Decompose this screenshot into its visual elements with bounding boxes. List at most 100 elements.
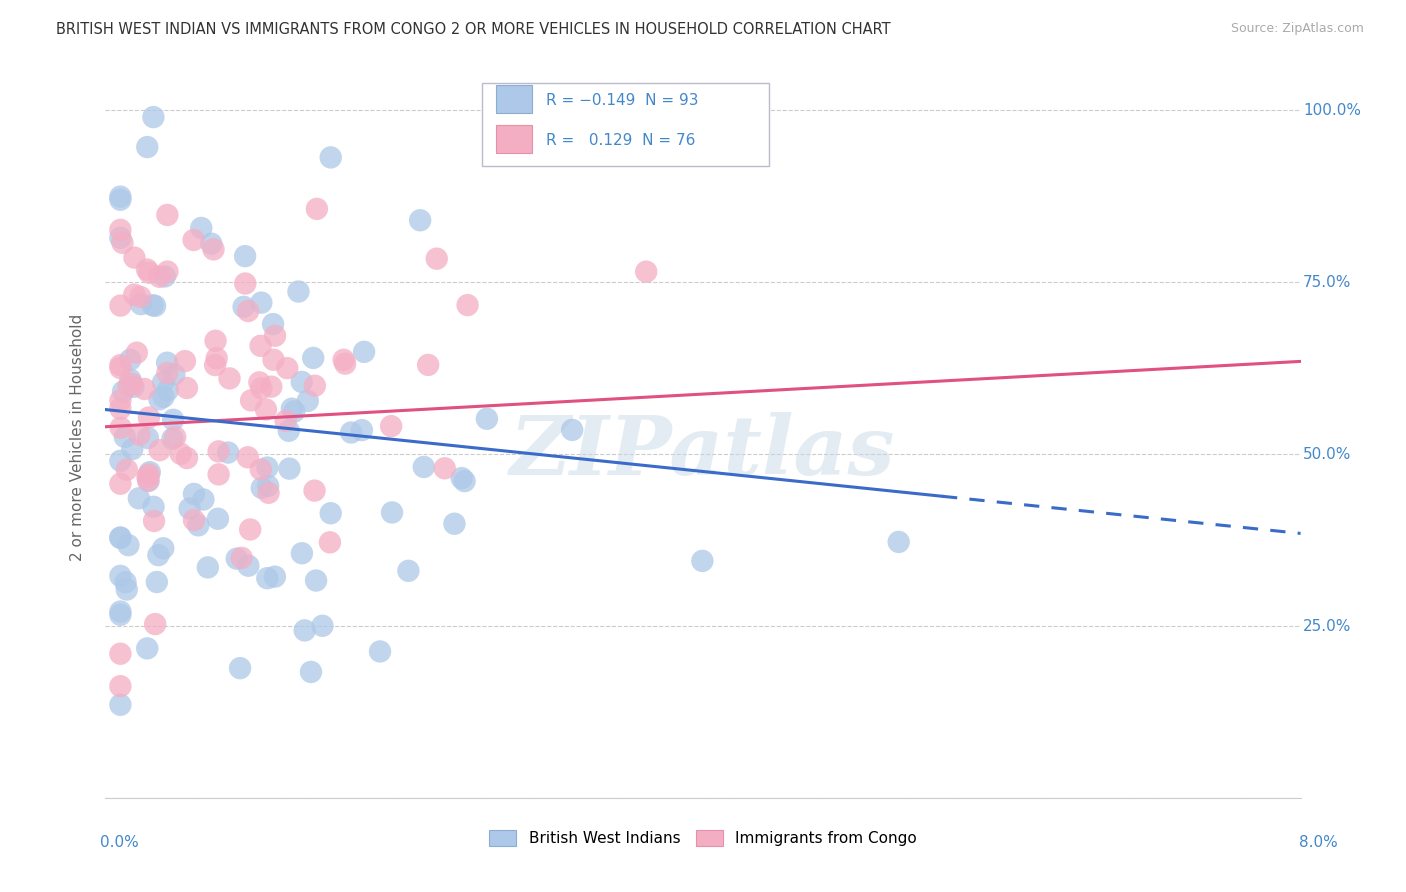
Text: 8.0%: 8.0%: [1299, 836, 1339, 850]
Text: 100.0%: 100.0%: [1303, 103, 1361, 118]
Point: [236, 304, 259, 318]
Point: [207, 512, 229, 526]
Point: [225, 551, 247, 566]
Point: [110, 679, 132, 693]
Point: [350, 423, 373, 437]
Point: [121, 442, 143, 456]
Point: [120, 352, 142, 367]
Point: [115, 462, 138, 476]
Point: [143, 617, 166, 632]
Point: [174, 354, 197, 368]
Point: [129, 297, 152, 311]
Point: [453, 474, 475, 488]
Point: [274, 414, 297, 428]
Point: [165, 430, 187, 444]
Point: [110, 421, 132, 435]
Point: [111, 235, 134, 250]
Point: [231, 550, 253, 565]
Point: [110, 393, 132, 408]
Point: [207, 444, 229, 458]
Point: [200, 236, 222, 251]
Point: [426, 252, 449, 266]
Point: [110, 476, 132, 491]
Point: [263, 569, 285, 583]
Text: 25.0%: 25.0%: [1303, 619, 1351, 634]
Point: [304, 378, 326, 392]
Point: [249, 462, 271, 476]
Point: [110, 531, 132, 545]
Point: [250, 295, 273, 310]
Point: [143, 514, 166, 528]
Point: [138, 474, 160, 488]
Point: [291, 375, 314, 389]
Point: [218, 371, 240, 385]
Text: 50.0%: 50.0%: [1303, 447, 1351, 462]
Point: [110, 189, 132, 203]
Point: [302, 351, 325, 365]
Point: [110, 299, 132, 313]
Point: [264, 328, 287, 343]
Point: [887, 535, 910, 549]
Point: [156, 384, 179, 398]
Point: [319, 150, 342, 164]
Point: [202, 243, 225, 257]
Point: [118, 379, 141, 393]
Point: [197, 560, 219, 574]
Text: ZIPatlas: ZIPatlas: [510, 411, 896, 491]
Point: [136, 474, 159, 488]
Point: [319, 535, 342, 549]
Point: [319, 506, 342, 520]
Point: [129, 290, 152, 304]
Point: [291, 546, 314, 560]
Point: [190, 221, 212, 235]
Point: [136, 262, 159, 277]
Point: [263, 352, 285, 367]
Point: [368, 644, 391, 658]
Point: [115, 582, 138, 597]
Point: [143, 299, 166, 313]
Point: [183, 233, 205, 247]
Point: [256, 571, 278, 585]
Point: [183, 487, 205, 501]
Point: [156, 208, 179, 222]
Point: [183, 513, 205, 527]
Bar: [496, 86, 531, 113]
Point: [276, 361, 298, 376]
Point: [254, 402, 277, 417]
Point: [128, 491, 150, 506]
Point: [156, 264, 179, 278]
Point: [443, 516, 465, 531]
Point: [136, 641, 159, 656]
Point: [114, 430, 136, 444]
Text: 75.0%: 75.0%: [1303, 275, 1351, 290]
Point: [260, 379, 283, 393]
Point: [257, 479, 280, 493]
Point: [120, 373, 142, 387]
Point: [236, 450, 259, 465]
Point: [139, 465, 162, 479]
Point: [125, 345, 148, 359]
Point: [297, 393, 319, 408]
Point: [142, 110, 165, 124]
Point: [152, 541, 174, 556]
Point: [121, 376, 143, 391]
Point: [433, 461, 456, 475]
Point: [636, 265, 658, 279]
Point: [450, 471, 472, 485]
Point: [122, 380, 145, 394]
Point: [238, 558, 260, 573]
Point: [149, 443, 172, 458]
Point: [205, 351, 228, 366]
Point: [110, 531, 132, 545]
Point: [283, 404, 305, 418]
Point: [176, 381, 198, 395]
Point: [250, 481, 273, 495]
Point: [240, 393, 263, 408]
Point: [110, 454, 132, 468]
Point: [247, 376, 270, 390]
Point: [134, 382, 156, 396]
Point: [204, 358, 226, 372]
Point: [163, 368, 186, 382]
Point: [217, 445, 239, 459]
Point: [692, 554, 714, 568]
